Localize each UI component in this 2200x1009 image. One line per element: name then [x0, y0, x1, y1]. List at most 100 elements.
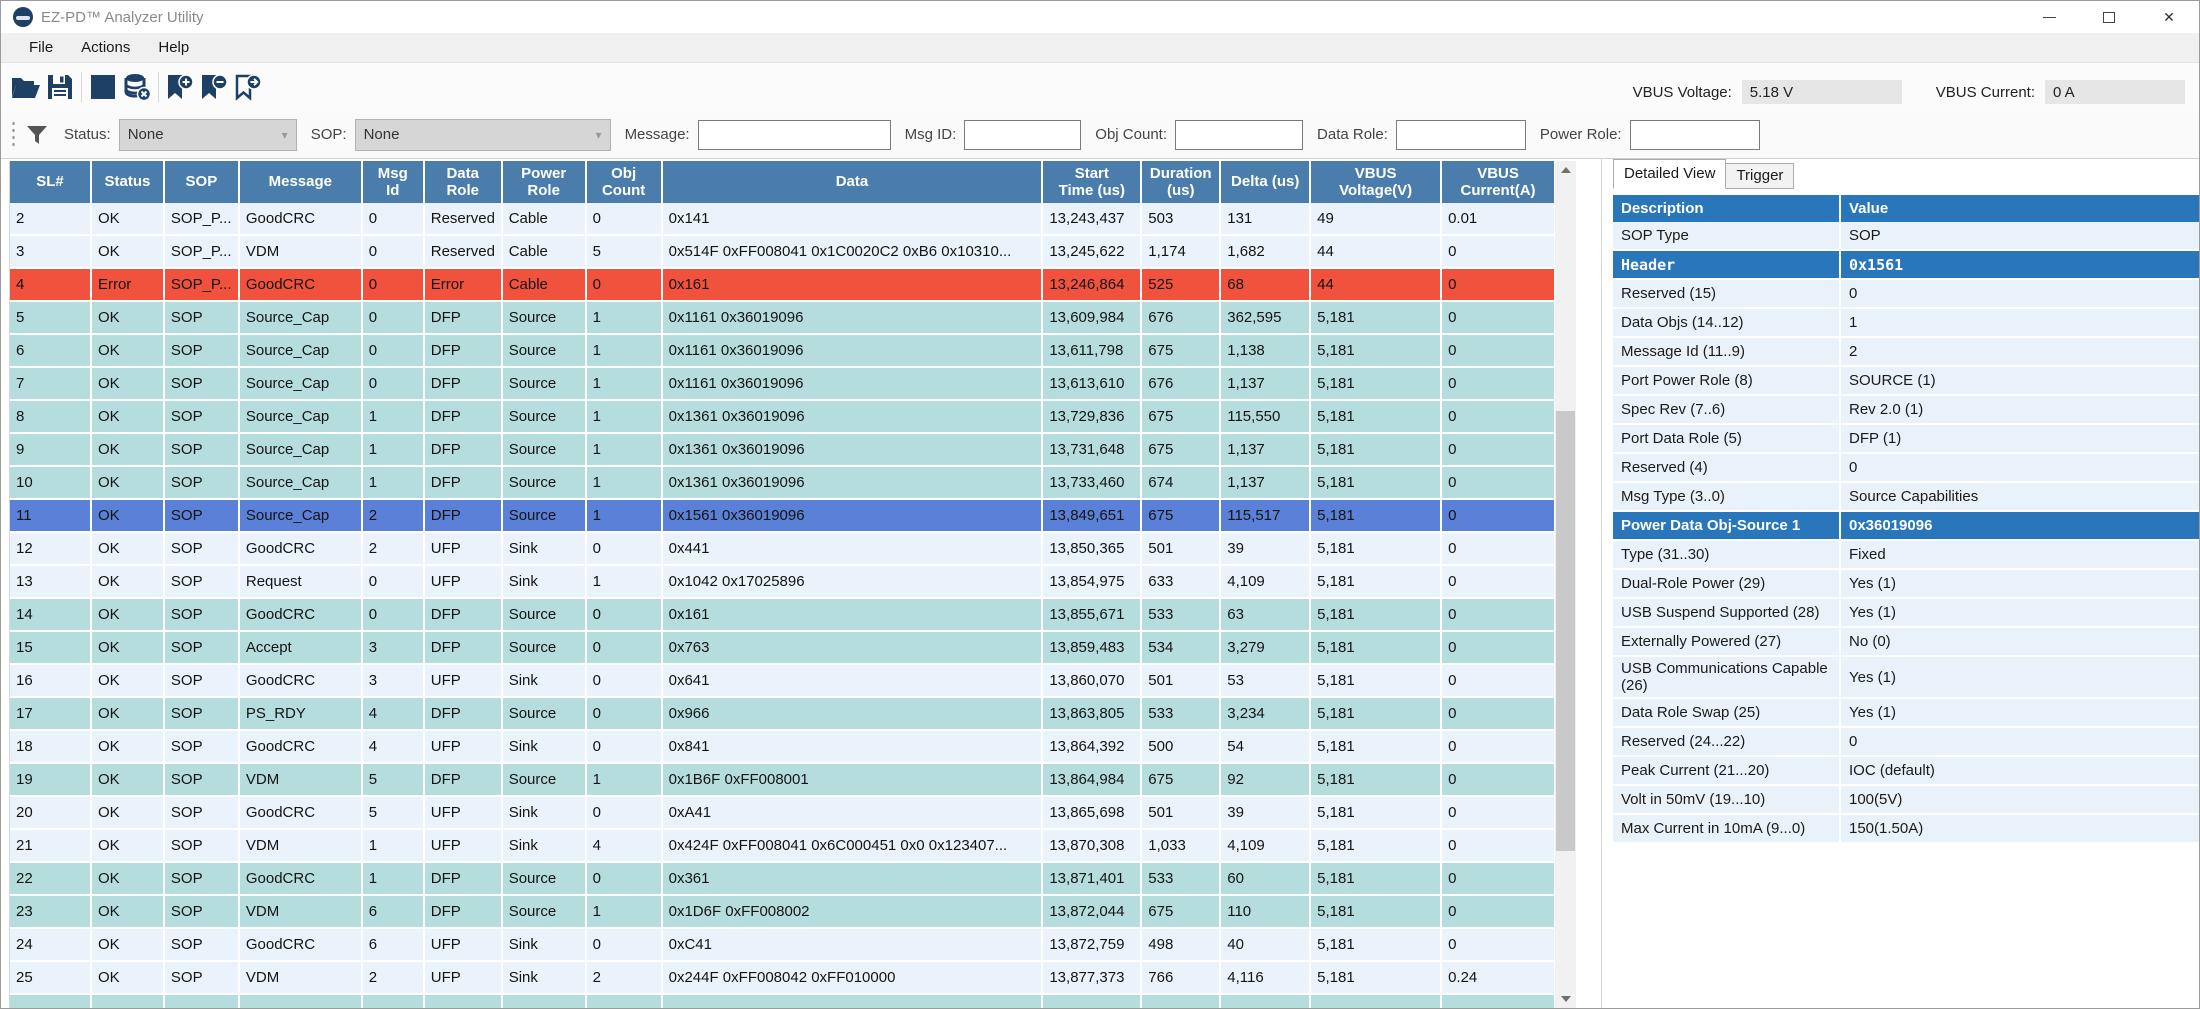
bookmark-add-button[interactable]: [163, 70, 197, 104]
data-role-filter-input[interactable]: [1395, 119, 1526, 150]
detail-row[interactable]: Spec Rev (7..6) Rev 2.0 (1): [1613, 396, 2199, 425]
table-row[interactable]: 2 OK SOP_P... GoodCRC 0 Reserved Cable 0…: [10, 203, 1554, 236]
detail-row[interactable]: Reserved (15) 0: [1613, 280, 2199, 309]
cell-sop: SOP: [165, 566, 240, 597]
detail-panel: Detailed View Trigger Description Value …: [1613, 159, 2199, 844]
detail-row[interactable]: Dual-Role Power (29) Yes (1): [1613, 570, 2199, 599]
detail-row[interactable]: USB Suspend Supported (28) Yes (1): [1613, 599, 2199, 628]
table-row[interactable]: 18 OK SOP GoodCRC 4 UFP Sink 0 0x841 13,…: [10, 731, 1554, 764]
table-row[interactable]: 21 OK SOP VDM 1 UFP Sink 4 0x424F 0xFF00…: [10, 830, 1554, 863]
table-row[interactable]: 10 OK SOP Source_Cap 1 DFP Source 1 0x13…: [10, 467, 1554, 500]
detail-row[interactable]: Header 0x1561: [1613, 251, 2199, 280]
col-header-sop[interactable]: SOP: [164, 161, 240, 203]
col-header-start-time[interactable]: Start Time (us): [1043, 161, 1143, 203]
table-row[interactable]: 15 OK SOP Accept 3 DFP Source 0 0x763 13…: [10, 632, 1554, 665]
detail-row[interactable]: Peak Current (21...20) IOC (default): [1613, 757, 2199, 786]
table-row[interactable]: 9 OK SOP Source_Cap 1 DFP Source 1 0x136…: [10, 434, 1554, 467]
table-row[interactable]: 6 OK SOP Source_Cap 0 DFP Source 1 0x116…: [10, 335, 1554, 368]
table-row[interactable]: 11 OK SOP Source_Cap 2 DFP Source 1 0x15…: [10, 500, 1554, 533]
cell-power-role: Source: [503, 302, 587, 333]
table-row[interactable]: 7 OK SOP Source_Cap 0 DFP Source 1 0x116…: [10, 368, 1554, 401]
detail-row[interactable]: Reserved (24...22) 0: [1613, 728, 2199, 757]
stop-capture-button[interactable]: [86, 70, 120, 104]
cell-sl: 2: [10, 203, 92, 234]
table-row[interactable]: 25 OK SOP VDM 2 UFP Sink 2 0x244F 0xFF00…: [10, 962, 1554, 995]
cell-status: OK: [92, 566, 165, 597]
detail-row[interactable]: Port Data Role (5) DFP (1): [1613, 425, 2199, 454]
cell-delta: 1,137: [1221, 467, 1312, 498]
message-filter-input[interactable]: [697, 119, 891, 150]
col-header-vbus-current[interactable]: VBUS Current(A): [1442, 161, 1555, 203]
power-role-filter-input[interactable]: [1629, 119, 1760, 150]
table-row[interactable]: 14 OK SOP GoodCRC 0 DFP Source 0 0x161 1…: [10, 599, 1554, 632]
table-row[interactable]: 22 OK SOP GoodCRC 1 DFP Source 0 0x361 1…: [10, 863, 1554, 896]
clear-database-button[interactable]: [120, 70, 154, 104]
obj-count-filter-input[interactable]: [1175, 119, 1304, 150]
col-header-status[interactable]: Status: [91, 161, 165, 203]
close-button[interactable]: ✕: [2139, 1, 2199, 33]
table-row[interactable]: 13 OK SOP Request 0 UFP Sink 1 0x1042 0x…: [10, 566, 1554, 599]
toolbar-grip[interactable]: [11, 119, 16, 150]
scroll-up-button[interactable]: [1555, 161, 1576, 179]
detail-row[interactable]: Reserved (4) 0: [1613, 454, 2199, 483]
detail-row[interactable]: Msg Type (3..0) Source Capabilities: [1613, 483, 2199, 512]
detail-row[interactable]: SOP Type SOP: [1613, 222, 2199, 251]
detail-row[interactable]: Power Data Obj-Source 1 0x36019096: [1613, 512, 2199, 541]
detail-row[interactable]: Max Current in 10mA (9...0) 150(1.50A): [1613, 815, 2199, 844]
table-row[interactable]: 20 OK SOP GoodCRC 5 UFP Sink 0 0xA41 13,…: [10, 797, 1554, 830]
detail-row[interactable]: Externally Powered (27) No (0): [1613, 628, 2199, 657]
col-header-data[interactable]: Data: [662, 161, 1044, 203]
col-header-delta[interactable]: Delta (us): [1221, 161, 1312, 203]
cell-power-role: Source: [503, 698, 587, 729]
table-row[interactable]: 5 OK SOP Source_Cap 0 DFP Source 1 0x116…: [10, 302, 1554, 335]
detail-row[interactable]: Message Id (11..9) 2: [1613, 338, 2199, 367]
table-row[interactable]: 8 OK SOP Source_Cap 1 DFP Source 1 0x136…: [10, 401, 1554, 434]
col-header-sl[interactable]: SL#: [10, 161, 92, 203]
minimize-button[interactable]: [2019, 1, 2079, 33]
table-row[interactable]: 24 OK SOP GoodCRC 6 UFP Sink 0 0xC41 13,…: [10, 929, 1554, 962]
save-file-button[interactable]: [43, 70, 77, 104]
table-row[interactable]: 4 Error SOP_P... GoodCRC 0 Error Cable 0…: [10, 269, 1554, 302]
detail-row[interactable]: Data Role Swap (25) Yes (1): [1613, 699, 2199, 728]
table-row[interactable]: 16 OK SOP GoodCRC 3 UFP Sink 0 0x641 13,…: [10, 665, 1554, 698]
panel-divider[interactable]: [1601, 159, 1602, 1008]
scroll-down-button[interactable]: [1555, 990, 1576, 1008]
col-header-msg-id[interactable]: Msg Id: [362, 161, 425, 203]
table-row[interactable]: [10, 995, 1554, 1008]
menu-help[interactable]: Help: [158, 39, 190, 56]
detail-row[interactable]: Data Objs (14..12) 1: [1613, 309, 2199, 338]
col-header-power-role[interactable]: Power Role: [502, 161, 587, 203]
detail-row[interactable]: Type (31..30) Fixed: [1613, 541, 2199, 570]
cell-start-time: 13,872,044: [1043, 896, 1143, 927]
bookmark-goto-button[interactable]: [231, 70, 265, 104]
open-file-button[interactable]: [9, 70, 43, 104]
menu-file[interactable]: File: [29, 39, 54, 56]
cell-msg-id: 0: [363, 335, 425, 366]
maximize-button[interactable]: [2079, 1, 2139, 33]
msg-id-filter-input[interactable]: [964, 119, 1082, 150]
cell-vbus-current: 0: [1448, 705, 1457, 722]
col-header-vbus-voltage[interactable]: VBUS Voltage(V): [1311, 161, 1443, 203]
table-row[interactable]: 19 OK SOP VDM 5 DFP Source 1 0x1B6F 0xFF…: [10, 764, 1554, 797]
vertical-scrollbar[interactable]: [1555, 161, 1576, 1008]
menu-bar: File Actions Help: [1, 33, 2199, 63]
tab-trigger[interactable]: Trigger: [1726, 163, 1795, 189]
table-row[interactable]: 12 OK SOP GoodCRC 2 UFP Sink 0 0x441 13,…: [10, 533, 1554, 566]
detail-row[interactable]: USB Communications Capable (26) Yes (1): [1613, 657, 2199, 699]
bookmark-remove-button[interactable]: [197, 70, 231, 104]
col-header-data-role[interactable]: Data Role: [424, 161, 503, 203]
tab-detailed-view[interactable]: Detailed View: [1613, 159, 1727, 189]
col-header-duration[interactable]: Duration (us): [1142, 161, 1222, 203]
detail-row[interactable]: Volt in 50mV (19...10) 100(5V): [1613, 786, 2199, 815]
cell-status: OK: [92, 797, 165, 828]
status-filter-dropdown[interactable]: None ▾: [118, 118, 297, 151]
col-header-obj-count[interactable]: Obj Count: [586, 161, 663, 203]
menu-actions[interactable]: Actions: [81, 39, 131, 56]
detail-row[interactable]: Port Power Role (8) SOURCE (1): [1613, 367, 2199, 396]
col-header-message[interactable]: Message: [239, 161, 363, 203]
table-row[interactable]: 3 OK SOP_P... VDM 0 Reserved Cable 5 0x5…: [10, 236, 1554, 269]
scrollbar-thumb[interactable]: [1556, 411, 1575, 851]
sop-filter-dropdown[interactable]: None ▾: [354, 118, 611, 151]
table-row[interactable]: 17 OK SOP PS_RDY 4 DFP Source 0 0x966 13…: [10, 698, 1554, 731]
table-row[interactable]: 23 OK SOP VDM 6 DFP Source 1 0x1D6F 0xFF…: [10, 896, 1554, 929]
